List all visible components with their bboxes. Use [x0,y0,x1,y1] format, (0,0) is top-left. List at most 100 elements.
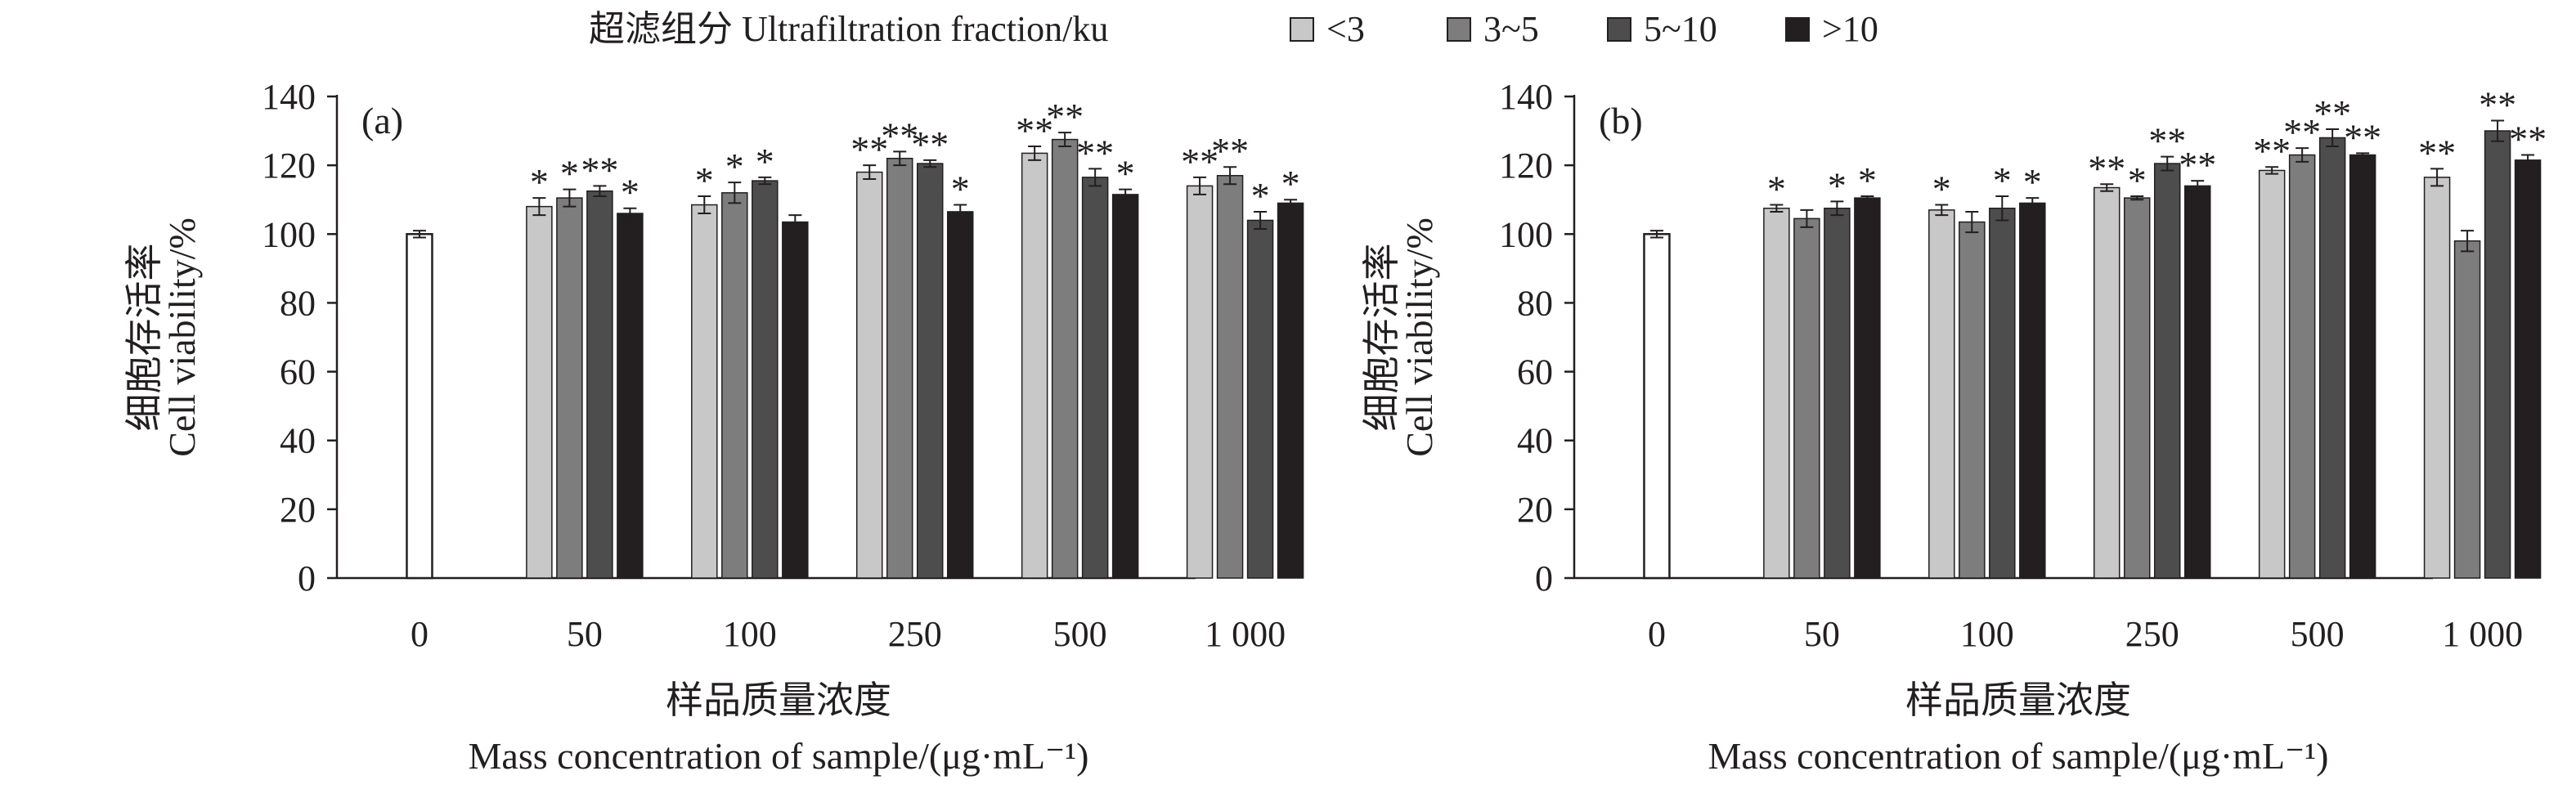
significance-label: ** [581,149,618,191]
y-tick-label: 0 [1535,558,1553,598]
significance-label: * [530,161,549,203]
significance-label: ** [2344,116,2381,158]
significance-label: * [1993,159,2012,201]
x-axis-label-en: Mass concentration of sample/(μg·mL⁻¹) [1708,735,2329,777]
significance-label: * [1251,175,1270,217]
x-tick-label: 0 [1648,614,1666,654]
error-bar [1830,200,1844,217]
significance-label: * [2023,161,2042,203]
bar [586,190,613,579]
x-axis-label-cn: 样品质量浓度 [1905,679,2131,721]
x-tick-label: 250 [888,614,942,654]
bar-control [406,233,433,580]
error-bar [758,176,772,186]
error-bar [2296,147,2309,163]
bar [2514,159,2542,579]
bar [1051,138,1079,579]
y-tick-label: 100 [1499,214,1553,254]
bar [886,157,913,579]
significance-label: * [1767,168,1786,210]
x-tick-label: 500 [1053,614,1107,654]
bar [2288,154,2316,579]
bar [2153,163,2181,579]
bar [2093,186,2120,579]
significance-label: ** [1181,141,1218,182]
bar [2258,169,2286,579]
bar [916,163,944,579]
significance-label: * [560,153,579,195]
bar [1277,202,1304,579]
error-bar [2326,128,2340,148]
x-tick-label: 100 [1960,614,2014,654]
y-axis-label-cn: 细胞存活率 [123,244,165,432]
bar [1763,207,1790,579]
y-axis-label-cn: 细胞存活率 [1361,244,1402,432]
significance-label: * [621,172,640,213]
error-bar [593,185,607,198]
error-bar [1800,208,1814,228]
y-tick-label: 100 [262,214,316,254]
bar [1928,209,1955,579]
error-bar [2100,183,2114,192]
legend-swatch [1607,17,1631,42]
y-tick-label: 120 [262,146,316,186]
y-tick-label: 20 [280,490,316,530]
y-tick-label: 60 [1517,352,1553,392]
y-tick-label: 60 [280,352,316,392]
error-bar [1770,204,1784,213]
y-tick-label: 0 [298,558,316,598]
legend-swatch [1785,17,1810,42]
bar [1989,207,2016,579]
bar [1793,217,1820,579]
error-bar [863,164,877,180]
significance-label: * [2128,159,2147,201]
y-tick-label: 140 [1499,77,1553,117]
bar [2019,202,2046,579]
bar [691,204,718,579]
bar [2484,130,2511,579]
significance-label: * [1858,159,1877,201]
bar [946,211,974,579]
significance-label: ** [2253,130,2291,172]
significance-label: * [756,141,774,182]
significance-label: ** [2418,132,2456,173]
bar [1959,221,1986,579]
error-bar [2161,155,2174,172]
error-bar [2461,230,2475,253]
error-bar [1254,210,1268,230]
legend-label: 3~5 [1483,9,1539,49]
error-bar [1860,195,1874,201]
error-bar [1088,168,1102,187]
bar [526,205,553,579]
y-axis-label-en: Cell viability/% [1398,217,1440,457]
error-bar [1935,204,1949,217]
error-bar [2191,180,2205,192]
error-bar [923,159,937,168]
significance-label: ** [2509,119,2547,160]
bar [752,180,779,579]
legend-label: 5~10 [1644,9,1717,49]
bar [1111,194,1139,579]
significance-label: ** [2088,147,2125,189]
bar [2123,197,2151,579]
error-bar [2265,166,2279,175]
y-tick-label: 80 [1517,283,1553,323]
significance-label: * [951,168,970,210]
error-bar [532,197,546,217]
legend-swatch [1290,17,1314,42]
significance-label: * [1932,168,1951,210]
y-tick-label: 40 [1517,421,1553,461]
significance-label: ** [881,114,918,156]
x-tick-label: 100 [723,614,777,654]
bar [1081,177,1109,579]
panel-label: (b) [1599,100,1643,141]
significance-label: ** [1016,110,1053,151]
bar [1246,219,1274,579]
bar [2183,185,2211,579]
x-axis-label-en: Mass concentration of sample/(μg·mL⁻¹) [469,735,1089,777]
y-tick-label: 120 [1499,146,1553,186]
x-tick-label: 0 [411,614,429,654]
y-tick-label: 80 [280,283,316,323]
y-axis-label-en: Cell viability/% [161,217,203,457]
